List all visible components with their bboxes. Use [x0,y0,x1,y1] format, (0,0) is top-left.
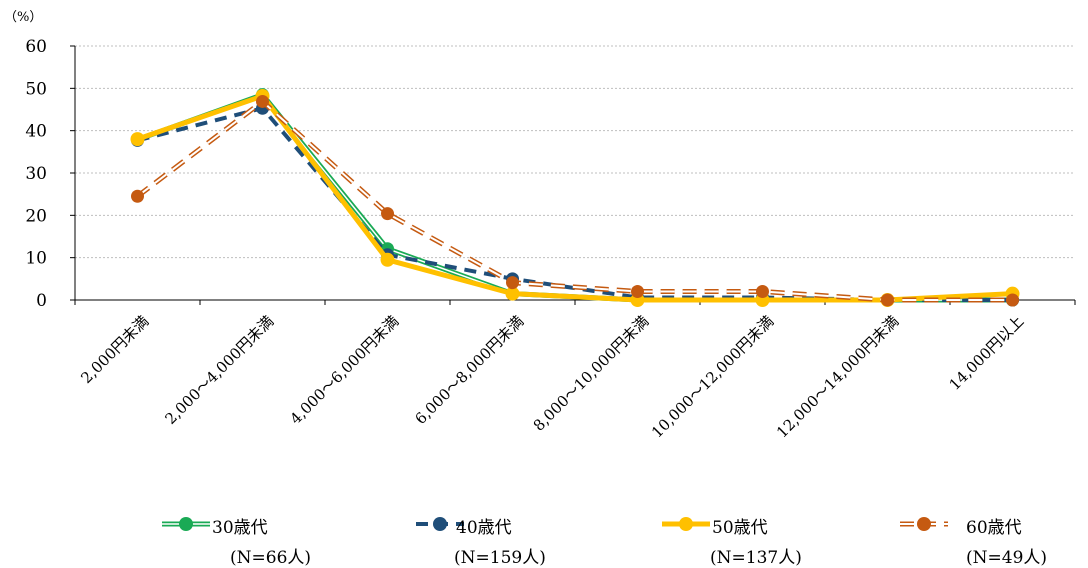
series-50s [130,88,1020,307]
x-tick-label: 10,000～12,000円未満 [648,312,777,441]
series-50s-line [136,93,1013,303]
legend-marker-30s [179,517,193,531]
legend-swatch-60s [900,517,948,531]
legend-label-40s: 40歳代 [456,518,512,538]
y-tick-label: 60 [25,37,47,57]
series-50s-point [505,286,520,301]
legend-item-60s: 60歳代 (N=49人) [898,509,1088,568]
x-tick-label: 12,000～14,000円未満 [773,312,902,441]
x-tick-label: 4,000～6,000円未満 [286,312,402,428]
series-30s-line-inner [137,93,1013,301]
series-30s-line [136,92,1013,303]
x-tick-label: 8,000～10,000円未満 [530,312,653,435]
legend-item-50s: 50歳代 (N=137人) [660,509,920,568]
legend-label-30s: 30歳代 [212,518,268,538]
x-tick-label: 2,000～4,000円未満 [161,312,277,428]
gridlines [75,45,1075,259]
series-40s-line [137,105,1013,302]
series-50s-point [380,252,395,267]
y-tick-label: 0 [36,291,47,311]
legend-swatch-30s [162,517,210,531]
series-60s-point [881,293,894,307]
legend-label-60s: 60歳代 [966,518,1022,538]
legend-item-30s: 30歳代 (N=66人) [160,509,420,568]
x-tick-label: 6,000～8,000円未満 [411,312,527,428]
series-60s-point [381,207,394,221]
legend-marker-60s [917,517,931,531]
legend-swatch-40s [416,517,464,531]
series-40s [131,101,1019,307]
series-60s-point [506,276,519,290]
x-tick-label: 14,000円以上 [946,312,1028,394]
x-tick-labels: 2,000円未満 2,000～4,000円未満 4,000～6,000円未満 6,00… [77,312,1027,441]
y-unit-label: （%） [4,10,42,25]
series-60s [131,94,1019,307]
series-60s-line [135,98,1013,303]
y-tick-label: 20 [25,206,47,226]
legend-marker-50s [679,517,693,531]
legend-marker-40s [433,517,447,531]
legend-label-50s: 50歳代 [712,518,768,538]
series-50s-point [130,132,145,147]
series-60s-line-inner [136,100,1013,301]
y-tick-label: 10 [25,249,47,269]
legend-n-50s: (N=137人) [710,548,802,568]
series-30s [131,88,1019,307]
series-60s-point [1006,293,1019,307]
series-60s-point [256,94,269,108]
x-tick-label: 2,000円未満 [77,312,152,387]
y-tick-label: 50 [25,79,47,99]
legend-swatch-50s [662,517,710,531]
legend-n-40s: (N=159人) [454,548,546,568]
y-tick-label: 30 [25,164,47,184]
axes [70,45,1076,305]
y-tick-labels: 0 10 20 30 40 50 60 [25,37,47,311]
y-tick-label: 40 [25,122,47,142]
series-60s-point [631,285,644,299]
series-60s-point [756,285,769,299]
legend-n-60s: (N=49人) [966,548,1048,568]
series-lines [130,88,1020,307]
legend-item-40s: 40歳代 (N=159人) [414,509,674,568]
legend-n-30s: (N=66人) [230,548,312,568]
series-60s-point [131,189,144,203]
